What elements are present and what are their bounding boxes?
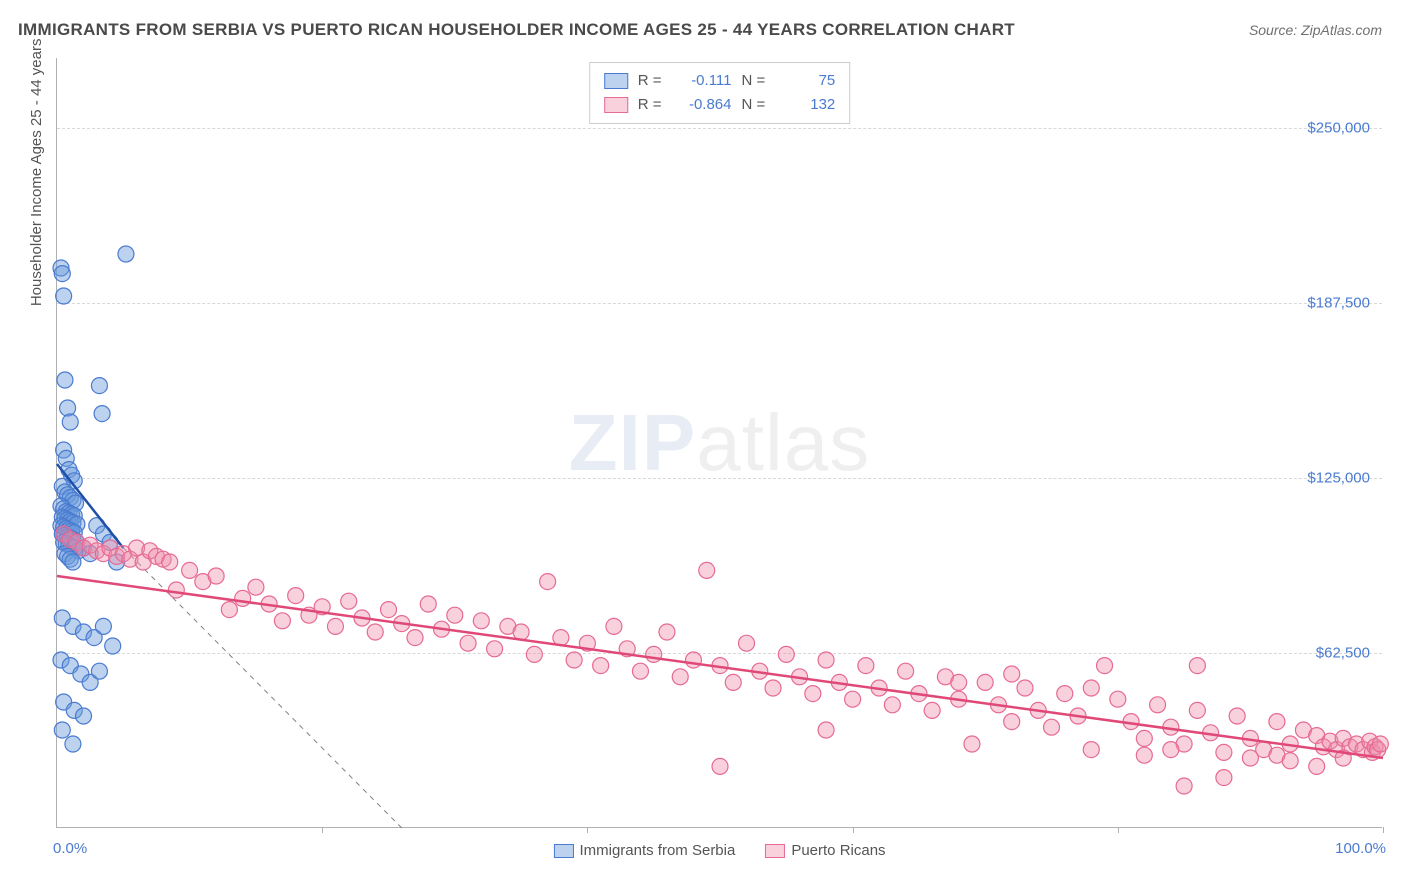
legend-item-pr: Puerto Ricans bbox=[765, 842, 885, 859]
scatter-plot-svg bbox=[57, 58, 1382, 827]
legend-item-serbia: Immigrants from Serbia bbox=[553, 842, 735, 859]
n-label: N = bbox=[742, 93, 766, 117]
n-value-pr: 132 bbox=[775, 93, 835, 117]
chart-plot-area: ZIPatlas $62,500$125,000$187,500$250,000… bbox=[56, 58, 1382, 828]
legend-swatch-icon bbox=[553, 844, 573, 858]
chart-title: IMMIGRANTS FROM SERBIA VS PUERTO RICAN H… bbox=[18, 20, 1015, 40]
legend-swatch-pr bbox=[604, 97, 628, 113]
n-value-serbia: 75 bbox=[775, 69, 835, 93]
x-tick-max: 100.0% bbox=[1335, 840, 1386, 857]
source-attribution: Source: ZipAtlas.com bbox=[1249, 22, 1382, 38]
legend-swatch-icon bbox=[765, 844, 785, 858]
x-tick-min: 0.0% bbox=[53, 840, 87, 857]
y-axis-label: Householder Income Ages 25 - 44 years bbox=[28, 39, 45, 307]
legend-row-serbia: R = -0.111 N = 75 bbox=[604, 69, 836, 93]
r-value-serbia: -0.111 bbox=[672, 69, 732, 93]
correlation-legend: R = -0.111 N = 75 R = -0.864 N = 132 bbox=[589, 62, 851, 124]
legend-label: Puerto Ricans bbox=[791, 842, 885, 859]
r-label: R = bbox=[638, 93, 662, 117]
r-value-pr: -0.864 bbox=[672, 93, 732, 117]
n-label: N = bbox=[742, 69, 766, 93]
legend-row-pr: R = -0.864 N = 132 bbox=[604, 93, 836, 117]
r-label: R = bbox=[638, 69, 662, 93]
series-legend: Immigrants from Serbia Puerto Ricans bbox=[553, 842, 885, 859]
legend-label: Immigrants from Serbia bbox=[579, 842, 735, 859]
legend-swatch-serbia bbox=[604, 73, 628, 89]
